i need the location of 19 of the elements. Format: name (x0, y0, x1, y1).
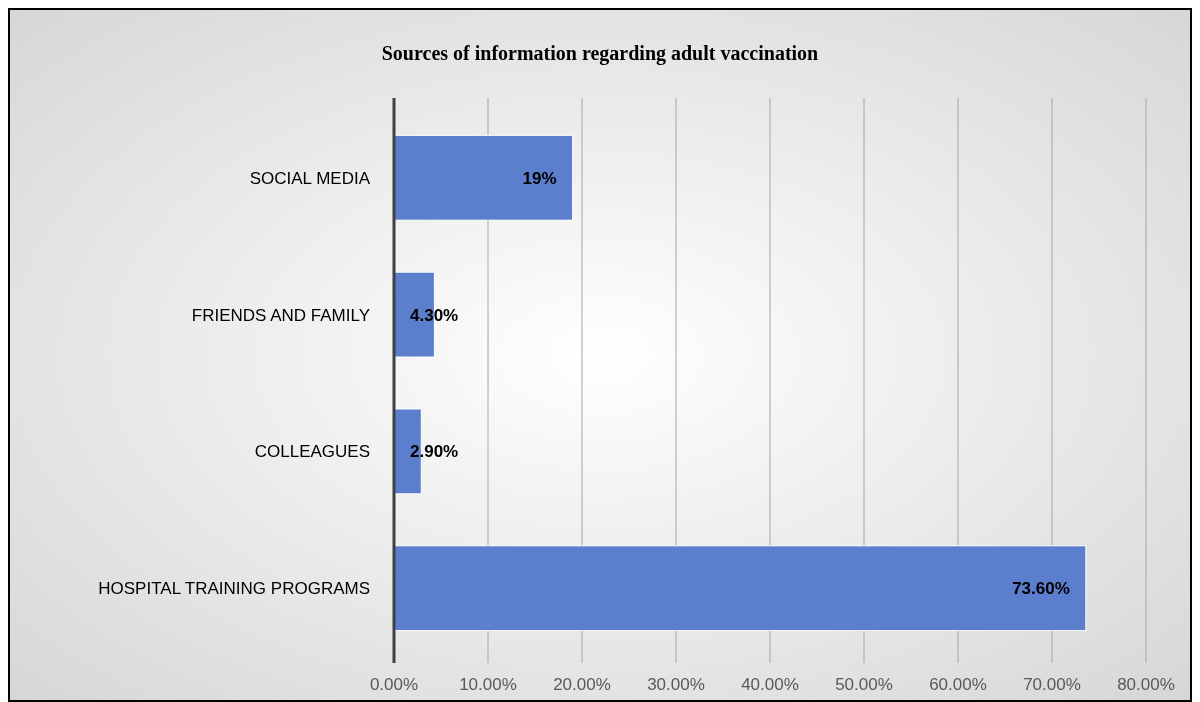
y-tick-label: SOCIAL MEDIA (249, 168, 371, 188)
chart-title: Sources of information regarding adult vaccination (381, 42, 819, 65)
x-tick-label: 50.00% (835, 675, 893, 694)
y-tick-label: FRIENDS AND FAMILY (191, 305, 370, 325)
data-label: 19% (522, 168, 557, 188)
x-tick-label: 30.00% (647, 675, 705, 694)
y-tick-label: COLLEAGUES (254, 442, 370, 462)
bar (393, 134, 574, 221)
y-tick-label: HOSPITAL TRAINING PROGRAMS (98, 579, 370, 599)
x-tick-label: 80.00% (1117, 675, 1175, 694)
data-label: 73.60% (1012, 579, 1070, 599)
x-tick-label: 20.00% (553, 675, 611, 694)
x-tick-label: 60.00% (929, 675, 987, 694)
x-tick-label: 70.00% (1023, 675, 1081, 694)
x-tick-label: 40.00% (741, 675, 799, 694)
bar (393, 545, 1087, 632)
data-label: 4.30% (410, 305, 459, 325)
x-tick-label: 0.00% (369, 675, 419, 694)
x-tick-label: 10.00% (459, 675, 517, 694)
